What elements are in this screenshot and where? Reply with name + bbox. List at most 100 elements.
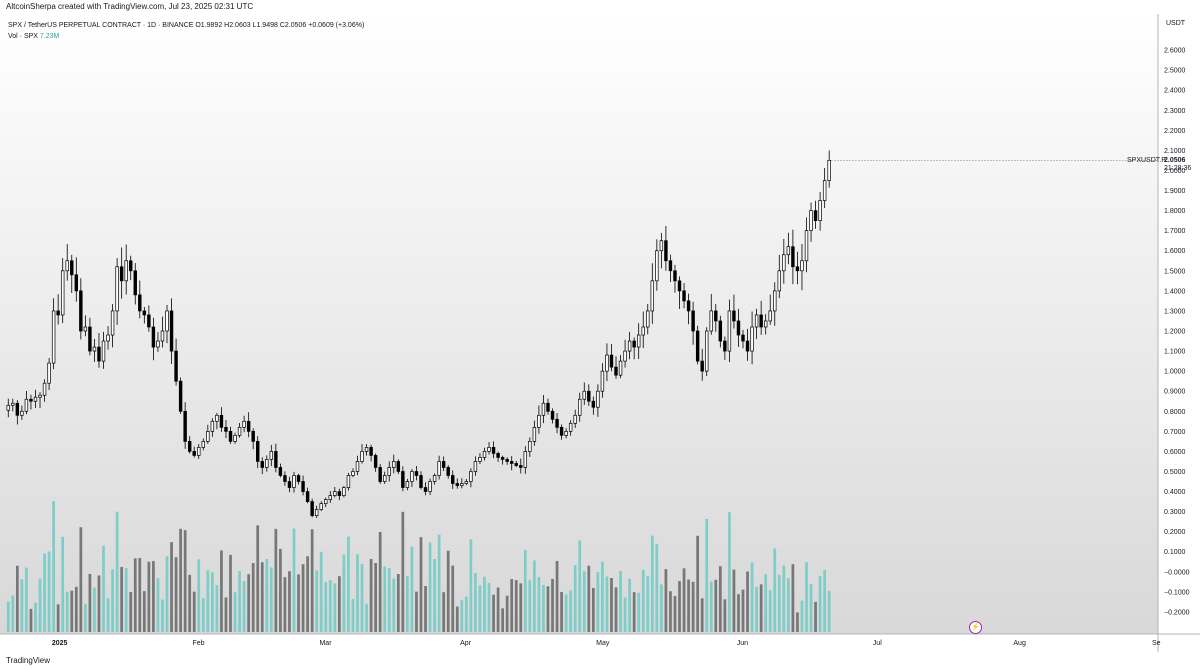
candle <box>351 468 355 478</box>
candle-body <box>233 435 237 442</box>
volume-bar <box>519 583 523 632</box>
currency-label[interactable]: USDT <box>1166 20 1186 27</box>
candle <box>446 465 450 479</box>
candle <box>550 408 555 424</box>
candle-body <box>337 491 342 496</box>
candle <box>360 444 364 464</box>
volume-bar <box>29 608 33 632</box>
candle <box>51 298 56 370</box>
candle <box>29 394 33 410</box>
volume-bar <box>415 591 418 632</box>
candle <box>505 457 509 465</box>
candle <box>564 428 568 439</box>
volume-bar <box>655 543 659 632</box>
volume-bar <box>514 580 518 632</box>
candle <box>519 458 523 474</box>
y-tick-label: 0.5000 <box>1164 469 1186 476</box>
time-scale[interactable]: 2025 Feb Mar Apr May Jun Jul Aug Se <box>52 640 1161 647</box>
volume-bar <box>827 590 831 632</box>
symbol-legend[interactable]: SPX / TetherUS PERPETUAL CONTRACT · 1D ·… <box>8 22 365 29</box>
author-line: AltcoinSherpa created with TradingView.c… <box>6 2 254 11</box>
candle-body <box>809 210 813 232</box>
candle <box>528 437 532 457</box>
candle-body <box>532 426 537 442</box>
volume-bar <box>84 604 87 632</box>
chart-legend: SPX / TetherUS PERPETUAL CONTRACT · 1D ·… <box>8 20 364 42</box>
candle-body <box>782 254 786 272</box>
candle <box>342 485 346 498</box>
candle-body <box>29 398 33 402</box>
candle <box>714 304 718 332</box>
volume-bar <box>111 569 114 632</box>
volume-bar <box>188 574 192 632</box>
volume-bar <box>601 561 604 632</box>
candle-body <box>541 402 546 416</box>
volume-bar <box>614 587 618 632</box>
candle <box>441 456 446 472</box>
bar-countdown: 21:28:36 <box>1164 165 1192 172</box>
candle <box>387 461 391 482</box>
volume-bar <box>79 527 83 632</box>
candle <box>473 456 478 476</box>
candle <box>319 501 323 512</box>
candle-body <box>305 491 310 502</box>
volume-bar <box>528 580 532 632</box>
candle <box>283 471 287 486</box>
y-tick-label: 1.7000 <box>1164 228 1186 235</box>
candle <box>256 436 260 469</box>
candle-body <box>600 370 605 392</box>
candle-body <box>559 426 564 436</box>
candle-body <box>428 481 432 492</box>
x-tick-label: Feb <box>192 640 204 647</box>
candle-body <box>464 481 469 484</box>
candle-body <box>369 447 373 456</box>
candle <box>723 336 727 360</box>
candle-body <box>587 390 591 402</box>
candle-body <box>754 314 759 328</box>
candle <box>664 225 668 271</box>
candle-body <box>110 310 115 336</box>
volume-bar <box>596 572 600 632</box>
y-tick-label: −0.2000 <box>1164 609 1190 616</box>
candle-body <box>718 320 723 342</box>
volume-legend[interactable]: Vol · SPX 7.23M <box>8 31 364 42</box>
volume-bar <box>818 575 822 632</box>
candle-body <box>723 340 727 352</box>
lightning-icon[interactable]: ⚡ <box>969 621 982 634</box>
candle <box>328 490 332 503</box>
candle <box>414 466 419 481</box>
candle <box>106 326 110 350</box>
y-tick-label: 1.3000 <box>1164 308 1186 315</box>
candle <box>110 303 115 348</box>
candle <box>83 315 88 337</box>
candle <box>6 398 10 418</box>
candle-body <box>700 360 704 372</box>
candle <box>537 405 541 434</box>
candle-body <box>441 461 446 468</box>
candle <box>260 457 264 475</box>
volume-bar <box>47 551 51 632</box>
candle-body <box>251 430 255 442</box>
candle <box>115 258 119 325</box>
volume-bar <box>351 598 355 632</box>
candle <box>301 475 305 496</box>
volume-bar <box>610 577 613 632</box>
candle-body <box>636 334 641 348</box>
candle-body <box>705 330 709 372</box>
x-tick-label: May <box>596 640 610 647</box>
volume-bar <box>501 608 504 632</box>
volume-bar <box>292 528 296 632</box>
price-scale[interactable]: 2.6000 2.5000 2.4000 2.3000 2.2000 2.1000 2.00… <box>1164 48 1190 617</box>
volume-bar <box>220 550 223 632</box>
candle-body <box>469 471 473 482</box>
candle-body <box>373 455 378 468</box>
candle-body <box>627 340 632 352</box>
candles <box>6 150 1158 518</box>
candle-body <box>183 410 187 442</box>
volume-bar <box>696 535 700 632</box>
volume-bar <box>564 594 568 632</box>
candle-body <box>673 270 677 282</box>
volume-bar <box>637 592 641 632</box>
candle <box>337 488 342 501</box>
